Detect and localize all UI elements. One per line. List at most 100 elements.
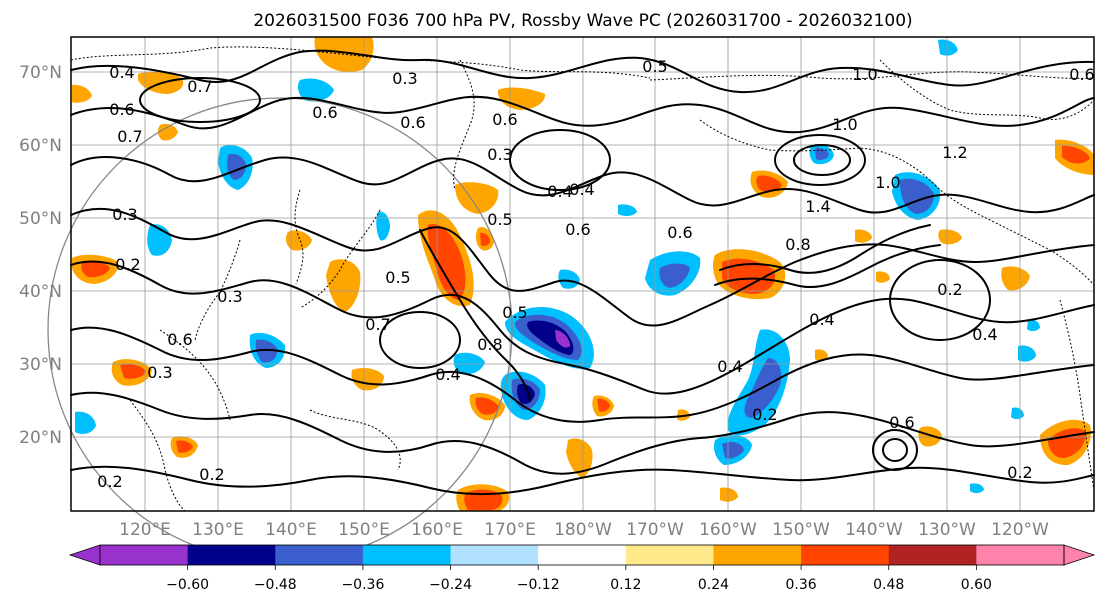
lon-label: 150°W (772, 520, 830, 540)
contour-label: 0.6 (492, 110, 517, 129)
fill-patch (1001, 266, 1030, 291)
contour-label: 0.3 (392, 69, 417, 88)
contour-label: 0.6 (167, 330, 192, 349)
contour-label: 0.4 (109, 63, 134, 82)
coastline (699, 119, 936, 186)
fill-patch (566, 438, 593, 478)
contour-line (379, 311, 461, 369)
colorbar-tick-label: 0.60 (961, 577, 992, 593)
contour-label: 0.2 (937, 280, 962, 299)
fill-patch (1062, 145, 1090, 164)
colorbar-segment (625, 545, 714, 565)
lon-label: 140°E (265, 520, 317, 540)
colorbar-segment (801, 545, 890, 565)
coastline (934, 184, 1095, 286)
contour-line (889, 259, 991, 341)
fill-patch (970, 483, 984, 494)
fill-patch (555, 330, 570, 348)
fill-patch (81, 261, 110, 278)
coastline (453, 59, 475, 191)
fill-patch (720, 487, 738, 502)
contour-label: 0.6 (1069, 65, 1094, 84)
pv-contours (70, 49, 1095, 496)
contour-line (714, 244, 941, 289)
contour-line (774, 134, 866, 186)
contour-label: 0.2 (199, 465, 224, 484)
fill-patch (157, 123, 178, 141)
fill-patch (597, 398, 610, 412)
fill-patch (120, 363, 146, 379)
contour-line (70, 260, 1095, 395)
coastline (194, 239, 241, 341)
colorbar-tick-label: −0.24 (429, 577, 472, 593)
colorbar-extend-left (68, 544, 101, 566)
colorbar-tick-label: −0.60 (166, 577, 209, 593)
contour-label: 0.6 (667, 223, 692, 242)
fill-patch (1018, 345, 1036, 362)
colorbar-segment (100, 545, 189, 565)
colorbar: −0.60 −0.48 −0.36 −0.24 −0.12 0.12 0.24 0.36 0.4… (68, 544, 1096, 593)
fill-patch (227, 154, 246, 180)
fill-patch (659, 263, 690, 288)
fill-patch (876, 271, 890, 283)
figure-title: 2026031500 F036 700 hPa PV, Rossby Wave … (253, 11, 912, 31)
contour-line (70, 465, 1095, 496)
colorbar-tick-label: 0.24 (698, 577, 729, 593)
contour-label: 0.4 (717, 357, 742, 376)
colorbar-outline (99, 544, 1065, 566)
lon-label: 120°E (119, 520, 171, 540)
map-frame (70, 36, 1095, 512)
contour-label: 0.6 (565, 220, 590, 239)
fill-patch (855, 229, 872, 243)
contour-label: 0.3 (112, 205, 137, 224)
fill-patch (255, 339, 278, 363)
fill-patch (72, 84, 92, 103)
contour-label: 0.4 (569, 180, 594, 199)
colorbar-tick-label: −0.48 (254, 577, 297, 593)
lat-label: 70°N (19, 63, 62, 83)
fill-patch (297, 78, 334, 102)
fill-patch (722, 258, 776, 294)
colorbar-segment (187, 545, 276, 565)
coastline (1059, 299, 1095, 491)
contour-label: 0.7 (365, 315, 390, 334)
lon-label: 160°E (411, 520, 463, 540)
contour-line (882, 438, 908, 462)
lon-label: 170°E (484, 520, 536, 540)
fill-patch (618, 204, 637, 217)
contour-label: 0.6 (889, 413, 914, 432)
colorbar-segment (888, 545, 977, 565)
fill-patch (527, 320, 574, 355)
fill-patch (326, 259, 361, 312)
colorbar-tick-label: −0.36 (341, 577, 384, 593)
contour-line (419, 229, 531, 401)
lon-label: 130°W (918, 520, 976, 540)
contour-label: 0.4 (435, 365, 460, 384)
coastline (70, 46, 651, 79)
contour-label: 0.7 (117, 127, 142, 146)
coastline (129, 399, 186, 512)
contour-line (872, 429, 918, 471)
colorbar-segment (976, 545, 1065, 565)
map-background (71, 37, 1094, 511)
contour-label: 0.2 (115, 255, 140, 274)
contour-label: 0.4 (972, 325, 997, 344)
fill-patch (1027, 319, 1040, 332)
lon-label: 120°W (991, 520, 1049, 540)
lat-label: 60°N (19, 136, 62, 156)
lat-label: 20°N (19, 428, 62, 448)
contour-label: 0.2 (752, 405, 777, 424)
contour-label: 1.2 (942, 143, 967, 162)
contour-label: 1.0 (852, 65, 877, 84)
colorbar-tick-label: 0.48 (873, 577, 904, 593)
contour-label: 0.8 (477, 335, 502, 354)
lat-label: 30°N (19, 355, 62, 375)
fill-patch (918, 426, 942, 447)
fill-patch (314, 37, 374, 72)
fill-patch (558, 269, 580, 289)
longitude-labels: 120°E 130°E 140°E 150°E 160°E 170°E 180°W 170°W… (119, 520, 1049, 540)
fill-patch (176, 440, 193, 453)
coastline (649, 71, 1095, 81)
colorbar-extend-right (1063, 544, 1096, 566)
